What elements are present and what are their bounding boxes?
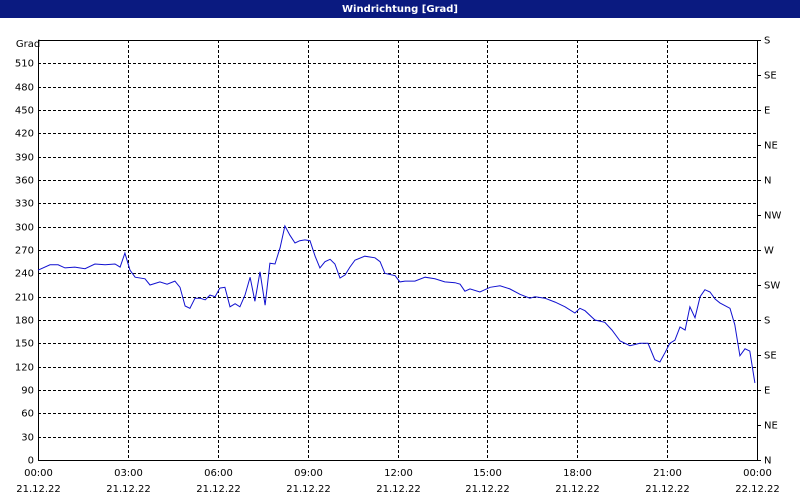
y-tick-label: 270 [15,246,34,257]
y-tick-label: 450 [15,106,34,117]
y-tick-label: 510 [15,59,34,70]
y-tick-label: 210 [15,293,34,304]
y-tick-label: 330 [15,199,34,210]
y2-tick-label: SE [764,351,777,362]
y2-tick-label: SW [764,281,780,292]
y2-tick-label: N [764,176,771,187]
x-tick-date: 21.12.22 [645,484,690,495]
plot-frame [38,40,758,461]
x-tick-date: 22.12.22 [735,484,780,495]
y2-tick-label: E [764,386,770,397]
x-tick-date: 21.12.22 [196,484,241,495]
y-tick-label: 240 [15,269,34,280]
y-tick-label: 180 [15,316,34,327]
x-tick-label: 15:00 [473,468,502,479]
y-tick-label: 90 [21,386,34,397]
y2-tick-label: E [764,106,770,117]
y-tick-label: 0 [28,456,34,467]
y2-tick-label: SE [764,71,777,82]
y-tick-label: 120 [15,363,34,374]
x-tick-label: 21:00 [653,468,682,479]
y-axis-label: Grad [16,39,40,50]
x-tick-label: 06:00 [204,468,233,479]
x-tick-date: 21.12.22 [286,484,331,495]
x-tick-date: 21.12.22 [376,484,421,495]
y2-tick-label: NE [764,421,778,432]
y-tick-label: 480 [15,83,34,94]
y-tick-label: 30 [21,433,34,444]
x-tick-label: 18:00 [563,468,592,479]
x-tick-date: 21.12.22 [555,484,600,495]
y-tick-label: 360 [15,176,34,187]
y2-tick-label: W [764,246,774,257]
y-tick-label: 420 [15,129,34,140]
y2-tick-label: NE [764,141,778,152]
y2-tick-label: S [764,316,770,327]
y-tick-label: 300 [15,223,34,234]
title-bar [0,0,800,18]
data-line [37,224,756,384]
y2-tick-label: NW [764,211,781,222]
x-tick-label: 00:00 [743,468,772,479]
x-tick-label: 12:00 [384,468,413,479]
y2-tick-label: S [764,36,770,47]
x-tick-label: 09:00 [294,468,323,479]
y-tick-label: 390 [15,153,34,164]
y-tick-label: 150 [15,339,34,350]
x-tick-date: 21.12.22 [16,484,61,495]
x-tick-label: 03:00 [114,468,143,479]
x-tick-label: 00:00 [24,468,53,479]
y2-tick-label: N [764,456,771,467]
y-tick-label: 60 [21,409,34,420]
title: Windrichtung [Grad] [342,4,458,15]
x-tick-date: 21.12.22 [106,484,151,495]
x-tick-date: 21.12.22 [465,484,510,495]
